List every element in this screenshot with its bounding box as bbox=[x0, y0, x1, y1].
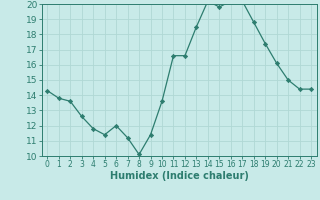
X-axis label: Humidex (Indice chaleur): Humidex (Indice chaleur) bbox=[110, 171, 249, 181]
